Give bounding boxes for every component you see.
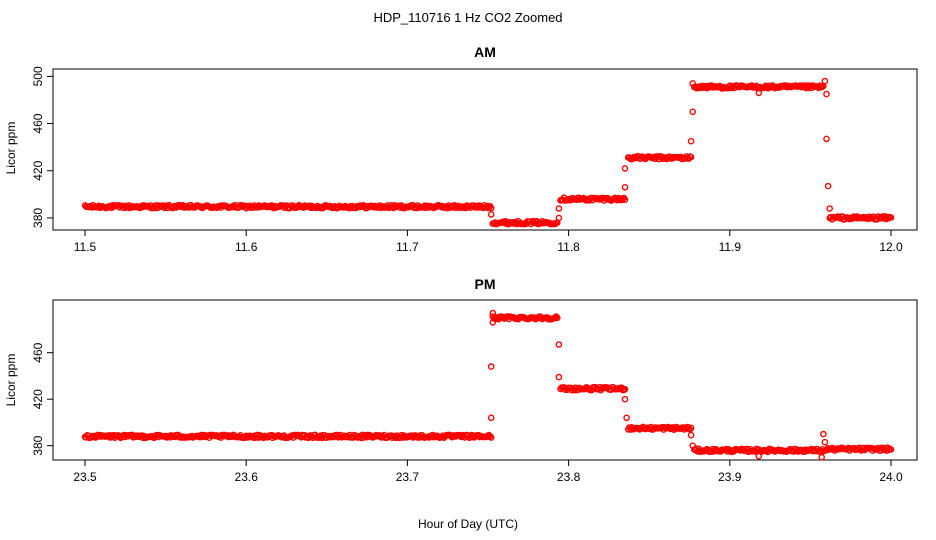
data-point (887, 446, 895, 453)
x-tick-label: 23.8 (557, 470, 581, 484)
data-point (552, 313, 560, 320)
x-tick-label: 23.6 (235, 470, 259, 484)
data-point (689, 80, 697, 87)
x-tick-label: 24.0 (879, 470, 903, 484)
data-point (818, 453, 826, 461)
x-tick-label: 11.6 (235, 240, 258, 254)
x-tick-label: 11.9 (719, 240, 742, 254)
data-point (551, 314, 559, 322)
data-point (821, 77, 829, 85)
data-point (821, 438, 829, 446)
data-point (621, 385, 629, 393)
x-tick-label: 12.0 (879, 240, 903, 254)
data-point (689, 442, 697, 450)
plot-frame (52, 68, 918, 231)
x-tick-label: 11.8 (557, 240, 580, 254)
data-point (489, 319, 497, 326)
x-tick-label: 23.9 (718, 470, 742, 484)
data-point (621, 165, 629, 172)
data-point (687, 431, 695, 439)
data-point (824, 182, 832, 190)
figure-x-axis-label: Hour of Day (UTC) (418, 517, 518, 531)
panel-pm: PM Licor ppm 23.5 23.6 23.7 23.8 23.9 24.0 380… (4, 276, 918, 484)
data-point (555, 205, 563, 212)
x-tick-label: 11.5 (74, 240, 97, 254)
data-point (826, 205, 834, 212)
data-point (820, 447, 827, 455)
y-tick-label: 460 (31, 113, 45, 133)
data-point (887, 214, 895, 221)
x-tick-label: 11.7 (396, 240, 419, 254)
data-point (487, 414, 495, 422)
data-point (755, 89, 763, 97)
data-points (81, 309, 895, 461)
data-point (727, 448, 735, 456)
data-point (486, 432, 494, 440)
data-point (755, 452, 763, 460)
data-point (687, 424, 695, 432)
data-point (623, 414, 630, 422)
x-tick-label: 23.5 (73, 470, 97, 484)
panel-title: AM (474, 44, 496, 60)
y-tick-label: 380 (31, 208, 45, 228)
y-tick-label: 420 (31, 160, 45, 180)
panel-title: PM (475, 276, 496, 292)
data-point (555, 341, 563, 348)
data-point (489, 309, 497, 317)
plot-frame (52, 299, 918, 461)
data-point (687, 137, 695, 145)
data-points (81, 77, 895, 228)
y-tick-label: 460 (31, 342, 45, 362)
axis-ticks: 11.5 11.6 11.7 11.8 11.9 12.0 380 420 460 500 (31, 66, 903, 254)
axis-ticks: 23.5 23.6 23.7 23.8 23.9 24.0 380 420 460 (31, 342, 903, 484)
data-point (621, 183, 629, 191)
x-tick-label: 23.7 (396, 470, 420, 484)
figure-title: HDP_110716 1 Hz CO2 Zoomed (373, 10, 562, 25)
data-point (823, 135, 830, 143)
data-point (487, 204, 495, 212)
data-point (823, 90, 830, 98)
data-point (884, 213, 891, 221)
data-point (621, 395, 629, 403)
data-point (554, 314, 561, 322)
y-tick-label: 500 (31, 66, 45, 86)
data-point (820, 430, 827, 438)
y-axis-label: Licor ppm (4, 122, 18, 175)
y-tick-label: 420 (31, 389, 45, 409)
data-point (555, 214, 563, 222)
data-point (621, 196, 629, 203)
y-axis-label: Licor ppm (4, 354, 18, 407)
data-point (487, 363, 495, 370)
data-point (689, 108, 697, 116)
data-point (687, 153, 695, 161)
data-point (487, 211, 495, 218)
y-tick-label: 380 (31, 435, 45, 455)
data-point (487, 434, 495, 441)
panel-am: AM Licor ppm 11.5 11.6 11.7 11.8 11.9 12.0 380… (4, 44, 918, 254)
data-point (555, 373, 563, 381)
